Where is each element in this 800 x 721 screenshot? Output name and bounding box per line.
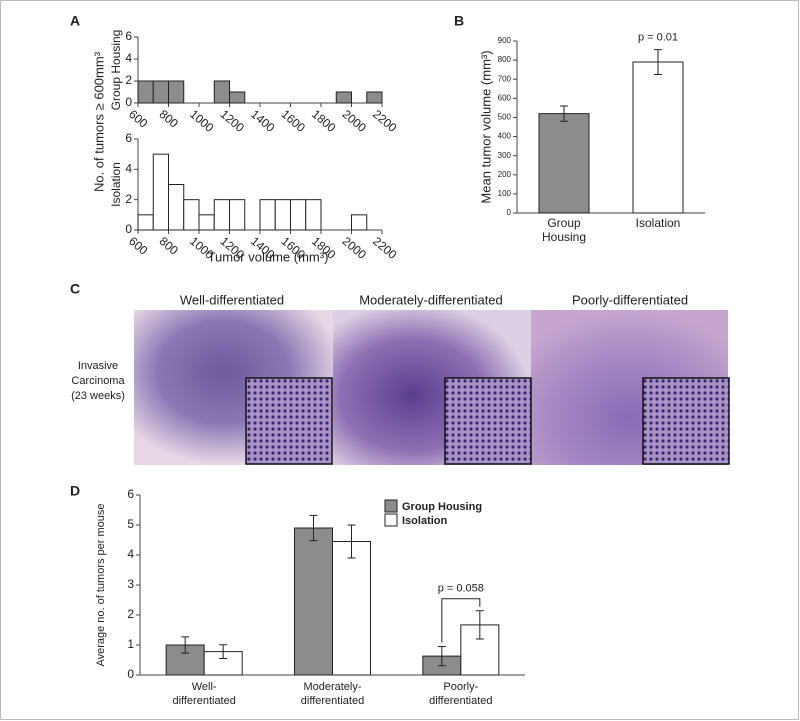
x-tick-label: Group: [547, 216, 581, 230]
error-bar: [475, 610, 484, 640]
side-label: Isolation: [109, 162, 123, 207]
panel-label: B: [454, 13, 464, 29]
x-tick-label: Well-: [192, 681, 217, 693]
y-tick-label: 2: [125, 192, 132, 206]
x-tick-label: Housing: [542, 230, 586, 244]
histogram-bar: [290, 199, 307, 231]
y-tick-label: 3: [127, 577, 134, 591]
histogram-bar: [274, 199, 291, 231]
panel-label: A: [70, 13, 80, 29]
y-tick-label: 0: [127, 667, 134, 681]
legend-label: Group Housing: [402, 501, 482, 513]
y-tick-label: 800: [498, 55, 512, 64]
image-title: Well-differentiated: [180, 292, 284, 307]
row-label: (23 weeks): [71, 390, 125, 402]
y-tick-label: 900: [498, 36, 512, 45]
bar: [460, 624, 500, 676]
error-bar: [437, 646, 446, 667]
x-axis-label: Tumor volume (mm³): [208, 249, 329, 264]
micrographs: [134, 310, 730, 465]
y-tick-label: 700: [498, 74, 512, 83]
histogram-bar: [137, 214, 154, 231]
y-tick-label: 100: [498, 189, 512, 198]
histogram-bar: [152, 80, 169, 104]
y-tick-label: 1: [127, 637, 134, 651]
x-tick-label: Isolation: [636, 216, 681, 230]
histogram-bar: [351, 214, 368, 231]
legend-swatch: [384, 499, 398, 513]
legend-swatch: [384, 513, 398, 527]
annotation: p = 0.058: [438, 583, 484, 595]
histogram-bar: [152, 153, 169, 231]
x-tick-label: Poorly-: [443, 681, 478, 693]
histogram-bar: [335, 91, 352, 104]
legend-label: Isolation: [402, 515, 448, 527]
y-tick-label: 6: [127, 487, 134, 501]
annotation: p = 0.01: [638, 32, 678, 44]
side-label: Group Housing: [109, 30, 123, 111]
y-tick-label: 2: [125, 73, 132, 87]
histogram-bar: [168, 184, 185, 231]
y-tick-label: 0: [125, 222, 132, 236]
bar: [538, 113, 590, 214]
histogram-bar: [229, 199, 246, 231]
y-tick-label: 5: [127, 517, 134, 531]
error-bar: [654, 49, 662, 75]
row-label: Carcinoma: [71, 375, 125, 387]
y-tick-label: 4: [127, 547, 134, 561]
y-tick-label: 200: [498, 170, 512, 179]
y-axis-label: Average no. of tumors per mouse: [95, 503, 107, 666]
row-label: Invasive: [78, 360, 118, 372]
error-bar: [219, 644, 228, 659]
bar: [294, 527, 333, 676]
histogram-bar: [229, 91, 246, 104]
x-tick-label: differentiated: [429, 695, 492, 707]
y-tick-label: 0: [507, 208, 512, 217]
y-tick-label: 4: [125, 162, 132, 176]
histogram-bar: [183, 199, 200, 231]
panel-label: D: [70, 483, 80, 499]
image-title: Poorly-differentiated: [572, 292, 688, 307]
y-tick-label: 500: [498, 113, 512, 122]
x-tick-label: Moderately-: [303, 681, 361, 693]
y-axis-label: No. of tumors ≥ 600mm³: [91, 51, 106, 192]
histogram-bar: [366, 91, 383, 104]
error-bar: [347, 524, 356, 559]
y-tick-label: 4: [125, 51, 132, 65]
histogram-bar: [213, 80, 230, 104]
y-axis-label: Mean tumor volume (mm³): [478, 50, 493, 203]
panel-label: C: [70, 281, 80, 297]
y-tick-label: 6: [125, 29, 132, 43]
histogram-bar: [137, 80, 154, 104]
error-bar: [181, 636, 190, 654]
y-tick-label: 2: [127, 607, 134, 621]
y-tick-label: 6: [125, 131, 132, 145]
error-bar: [309, 514, 318, 542]
y-tick-label: 600: [498, 93, 512, 102]
histogram-bar: [259, 199, 276, 231]
significance-bracket: [441, 598, 481, 643]
image-title: Moderately-differentiated: [359, 292, 503, 307]
y-tick-label: 400: [498, 132, 512, 141]
error-bar: [560, 105, 568, 122]
histogram-bar: [305, 199, 322, 231]
bar: [332, 541, 371, 676]
bar: [632, 61, 684, 214]
y-tick-label: 0: [125, 95, 132, 109]
x-tick-label: differentiated: [301, 695, 364, 707]
histogram-bar: [168, 80, 185, 104]
histogram-bar: [213, 199, 230, 231]
histogram-bar: [198, 214, 215, 231]
y-tick-label: 300: [498, 151, 512, 160]
x-tick-label: differentiated: [172, 695, 235, 707]
